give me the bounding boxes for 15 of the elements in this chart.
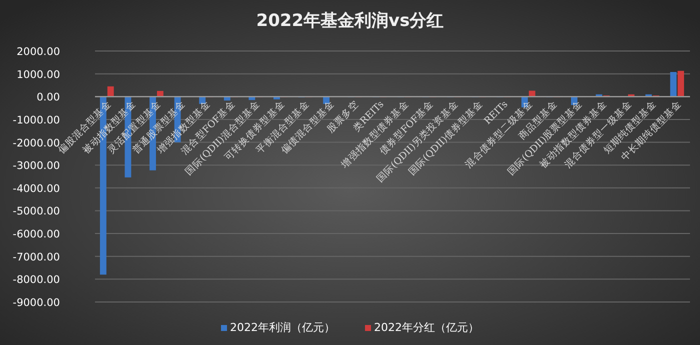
y-tick-label: 0.00 [36,92,60,104]
y-tick-label: -2000.00 [12,137,60,150]
y-tick-label: -6000.00 [12,228,60,241]
y-tick-label: 2000.00 [16,46,60,58]
y-tick-label: -3000.00 [12,160,60,172]
y-tick-label: 1000.00 [16,68,60,81]
y-tick-label: -9000.00 [12,297,60,309]
y-tick-label: -4000.00 [12,182,60,195]
chart-title: 2022年基金利润vs分红 [256,11,444,31]
y-tick-label: -5000.00 [12,206,60,218]
y-tick-label: -1000.00 [12,114,60,126]
legend-label: 2022年利润（亿元） [230,321,335,334]
legend-label: 2022年分红（亿元） [374,321,479,334]
y-tick-label: -7000.00 [12,251,60,264]
y-tick-label: -8000.00 [12,274,60,286]
